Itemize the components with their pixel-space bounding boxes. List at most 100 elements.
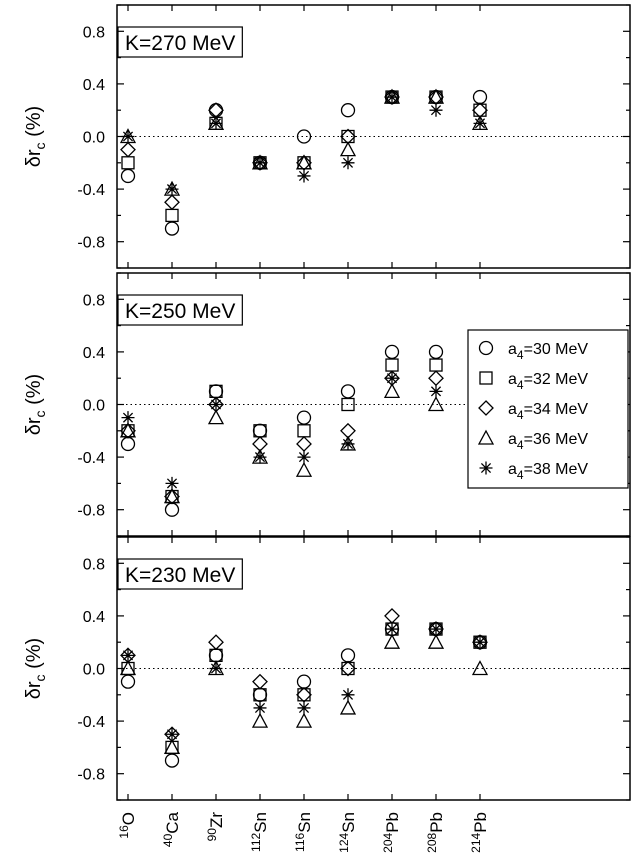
- y-tick-label: 0.8: [83, 24, 105, 41]
- data-point-star: [209, 398, 223, 411]
- data-point-circle: [340, 103, 356, 118]
- data-point-circle: [208, 648, 224, 663]
- data-point-square: [165, 208, 179, 223]
- data-point-triangle: [207, 409, 225, 425]
- data-point-square: [341, 661, 355, 676]
- data-point-diamond: [472, 634, 488, 651]
- data-point-diamond: [252, 673, 268, 690]
- y-tick-label: -0.4: [77, 182, 105, 199]
- data-point-star: [253, 701, 267, 715]
- y-tick-label: -0.8: [77, 235, 105, 252]
- data-point-diamond: [120, 422, 136, 439]
- legend-marker-square: [479, 371, 493, 385]
- y-tick-label: -0.8: [77, 503, 105, 520]
- legend: a4=30 MeV a4=32 MeV a4=34 MeV a4=36 MeV a4=3…: [467, 329, 629, 489]
- data-point-circle: [296, 129, 312, 144]
- y-tick-label: -0.4: [77, 450, 105, 467]
- data-point-square: [297, 424, 311, 438]
- data-point-star: [385, 90, 399, 104]
- data-point-triangle: [295, 712, 313, 728]
- k-value-label: K=250 MeV: [125, 300, 235, 323]
- data-point-diamond: [296, 154, 312, 171]
- data-point-triangle: [163, 739, 181, 755]
- data-point-triangle: [427, 633, 445, 649]
- data-point-diamond: [340, 660, 356, 677]
- y-axis-label: δrc (%): [23, 638, 48, 699]
- data-point-star: [429, 622, 443, 636]
- y-tick-label: 0.4: [83, 77, 105, 94]
- data-point-triangle: [339, 141, 357, 157]
- data-point-circle: [208, 384, 224, 399]
- data-point-star: [385, 622, 399, 636]
- data-point-circle: [208, 103, 224, 118]
- data-point-circle: [384, 344, 400, 360]
- panel-3: 0.8 0.4 0.0 -0.4 -0.8 δrc (%) K=230 MeV: [23, 536, 631, 801]
- data-point-circle: [428, 344, 444, 360]
- data-point-star: [209, 662, 223, 675]
- data-point-star: [209, 116, 223, 130]
- legend-entry-label: a4=30 MeV: [508, 341, 588, 362]
- y-tick-label: -0.4: [77, 714, 105, 731]
- data-point-diamond: [384, 89, 400, 105]
- legend-marker-circle: [478, 340, 494, 356]
- data-point-star: [121, 130, 135, 143]
- data-point-circle: [120, 436, 136, 452]
- legend-marker-triangle: [477, 429, 495, 445]
- data-point-square: [297, 688, 311, 702]
- data-point-triangle: [119, 422, 137, 438]
- legend-marker-star: [479, 461, 493, 475]
- data-point-circle: [120, 168, 136, 184]
- k-value-label: K=230 MeV: [125, 564, 235, 587]
- x-category-label: 40Ca: [161, 811, 182, 847]
- data-point-circle: [252, 423, 268, 438]
- data-point-triangle: [163, 488, 181, 504]
- data-point-triangle: [383, 382, 401, 399]
- data-point-triangle: [295, 154, 313, 170]
- k-label-box: [117, 294, 243, 326]
- x-category-label: 208Pb: [425, 812, 446, 853]
- data-point-square: [473, 103, 487, 117]
- data-point-triangle: [295, 461, 313, 477]
- x-category-label: 112Sn: [249, 812, 270, 852]
- data-point-star: [297, 169, 311, 183]
- y-tick-label: 0.4: [83, 345, 105, 362]
- data-point-star: [473, 635, 487, 649]
- data-point-circle: [164, 221, 180, 236]
- data-point-diamond: [384, 607, 400, 624]
- y-axis-label: δrc (%): [23, 374, 48, 435]
- y-tick-label: 0.0: [83, 130, 105, 147]
- data-point-star: [121, 648, 135, 662]
- data-point-star: [429, 103, 443, 117]
- data-point-circle: [296, 674, 312, 689]
- data-point-diamond: [252, 154, 268, 171]
- data-point-diamond: [164, 194, 180, 211]
- x-category-label: 90Zr: [205, 812, 226, 842]
- data-point-star: [121, 411, 135, 425]
- data-point-triangle: [339, 699, 357, 715]
- data-point-diamond: [428, 370, 444, 387]
- data-point-diamond: [208, 634, 224, 651]
- data-point-diamond: [296, 686, 312, 703]
- data-point-circle: [120, 674, 136, 689]
- y-tick-label: 0.0: [83, 398, 105, 415]
- y-tick-label: 0.4: [83, 609, 105, 626]
- data-point-square: [385, 358, 399, 372]
- data-point-star: [165, 476, 179, 490]
- k-label-box: [117, 558, 243, 590]
- y-tick-label: 0.0: [83, 662, 105, 679]
- data-point-circle: [472, 89, 488, 105]
- data-point-star: [473, 116, 487, 130]
- data-point-diamond: [296, 436, 312, 452]
- panel-1: 0.8 0.4 0.0 -0.4 -0.8 δrc (%) K=270 MeV: [23, 4, 631, 269]
- data-point-circle: [296, 410, 312, 425]
- data-point-star: [297, 450, 311, 464]
- legend-box: [467, 329, 629, 489]
- data-point-square: [341, 397, 355, 412]
- data-point-triangle: [251, 712, 269, 728]
- x-category-label: 124Sn: [337, 812, 358, 853]
- x-category-label: 204Pb: [381, 812, 402, 853]
- x-category-label: 16O: [117, 812, 138, 839]
- legend-entry-label: a4=38 MeV: [508, 461, 588, 482]
- data-point-triangle: [427, 396, 445, 412]
